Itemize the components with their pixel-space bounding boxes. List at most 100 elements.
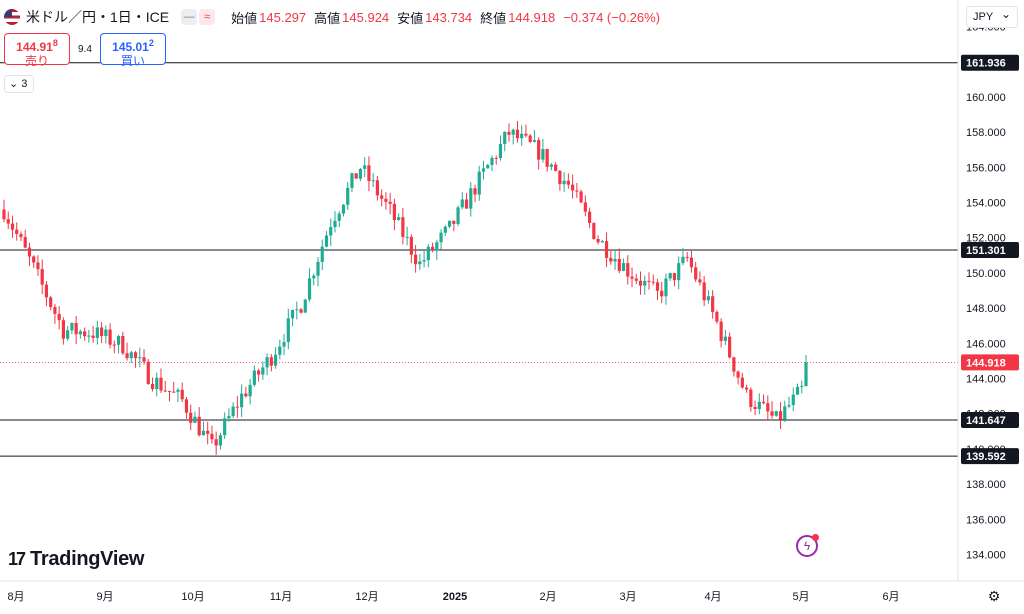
candle-down — [719, 318, 723, 348]
candle-up — [532, 129, 537, 143]
minus-icon[interactable]: — — [181, 9, 198, 25]
candle-up — [231, 402, 235, 419]
candle-body — [150, 383, 155, 390]
candle-body — [40, 269, 44, 285]
candle-body — [193, 416, 197, 423]
candle-body — [116, 336, 121, 345]
wave-icon[interactable]: ≈ — [199, 9, 216, 25]
candle-body — [426, 246, 430, 261]
indicators-toggle[interactable]: ⌄ 3 — [4, 75, 34, 93]
candle-body — [392, 203, 396, 221]
candle-body — [575, 190, 579, 192]
candle-body — [443, 226, 447, 233]
symbol-title[interactable]: 米ドル／円・1日・ICE — [26, 9, 170, 25]
lightning-icon[interactable]: ϟ — [796, 534, 819, 557]
buy-button[interactable]: 145.012 買い — [100, 33, 166, 68]
candle-down — [592, 222, 596, 240]
candle-body — [447, 220, 452, 227]
candle-body — [787, 405, 791, 407]
close-label: 終値 — [480, 10, 507, 26]
candle-body — [409, 236, 413, 255]
legend-toggles[interactable]: — ≈ — [181, 9, 216, 25]
candle-body — [774, 411, 778, 416]
price-tick-label: 158.000 — [966, 127, 1006, 139]
candle-body — [312, 275, 316, 279]
spread-value: 9.4 — [78, 44, 92, 55]
candle-body — [57, 313, 61, 321]
candle-body — [104, 329, 108, 336]
candle-up — [677, 256, 681, 290]
candle-body — [129, 352, 133, 359]
candle-body — [354, 173, 358, 179]
candle-down — [524, 124, 528, 138]
candle-up — [265, 353, 269, 376]
candle-body — [583, 202, 587, 212]
candle-body — [778, 411, 783, 420]
candle-down — [49, 295, 53, 311]
candle-body — [439, 232, 443, 243]
candle-body — [664, 278, 668, 297]
candle-down — [244, 386, 248, 398]
sell-label: 売り — [24, 54, 49, 68]
level-label-bg — [961, 241, 1019, 258]
candle-up — [477, 165, 481, 201]
candle-up — [87, 330, 91, 343]
time-tick-label: 8月 — [7, 591, 24, 603]
candle-up — [333, 210, 337, 233]
candle-down — [354, 173, 358, 179]
candle-down — [125, 342, 129, 361]
candle-up — [290, 309, 295, 327]
candle-body — [252, 370, 256, 385]
candle-body — [515, 129, 520, 139]
currency-select[interactable]: JPY — [966, 4, 1018, 28]
legend-header: 米ドル／円・1日・ICE — ≈ 始値 145.297 高値 145.924 安値 1… — [4, 6, 660, 28]
candle-down — [507, 123, 511, 142]
candle-up — [757, 393, 761, 415]
candle-body — [99, 327, 104, 336]
candle-down — [414, 245, 418, 273]
candle-up — [363, 157, 367, 178]
candle-up — [562, 172, 566, 192]
candle-body — [749, 389, 753, 407]
candle-body — [133, 352, 138, 358]
candle-down — [2, 199, 6, 223]
candle-body — [341, 204, 346, 214]
candle-body — [528, 135, 532, 142]
candle-down — [571, 174, 575, 199]
gear-icon[interactable]: ⚙ — [987, 588, 1001, 604]
time-axis[interactable]: 8月 9月 10月 11月 12月 2025 2月 3月 4月 5月 6月 — [0, 580, 1024, 603]
candle-body — [545, 149, 549, 167]
candle-body — [643, 280, 647, 286]
candle-body — [766, 403, 770, 412]
candle-body — [248, 384, 252, 397]
candle-body — [626, 263, 630, 277]
candle-body — [562, 180, 566, 185]
candle-up — [66, 325, 70, 341]
candle-body — [804, 362, 808, 387]
level-label: 151.301 — [966, 245, 1006, 257]
candle-body — [706, 296, 711, 301]
time-tick-label: 2025 — [443, 591, 467, 603]
candle-up — [240, 384, 244, 417]
candle-body — [261, 367, 265, 375]
candle-body — [172, 391, 176, 393]
candle-down — [40, 259, 44, 295]
candle-body — [367, 165, 371, 182]
candle-body — [146, 361, 150, 384]
candle-up — [520, 125, 524, 146]
candle-body — [571, 184, 575, 191]
candle-body — [473, 188, 477, 195]
sell-button[interactable]: 144.918 売り — [4, 33, 70, 68]
candle-body — [783, 406, 787, 420]
candle-down — [15, 222, 19, 241]
candle-down — [74, 315, 78, 345]
candle-body — [36, 262, 40, 270]
candle-up — [426, 243, 430, 268]
candle-body — [554, 164, 558, 171]
price-axis[interactable]: 164.000160.000158.000156.000154.000152.0… — [957, 0, 1019, 581]
candle-body — [791, 394, 795, 406]
tradingview-logo[interactable]: 17 TradingView — [8, 548, 144, 571]
candle-body — [380, 195, 384, 199]
candle-body — [189, 412, 193, 423]
